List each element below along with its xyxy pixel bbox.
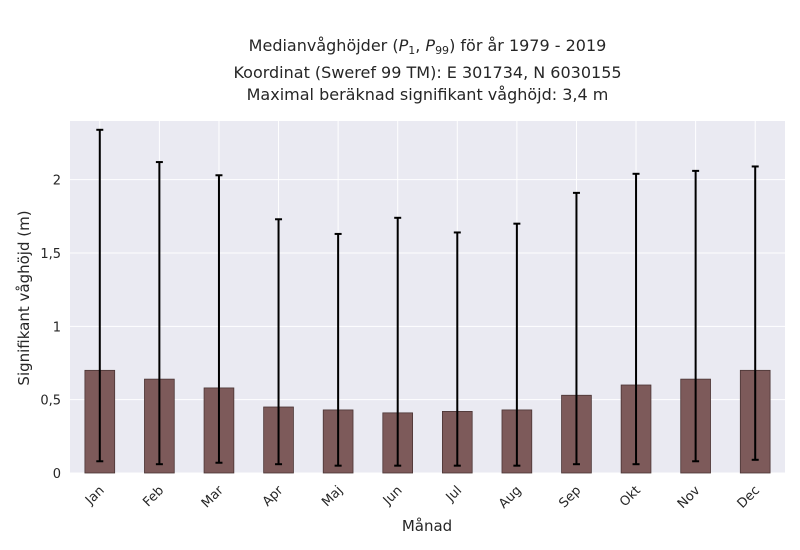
chart-title-line-3: Maximal beräknad signifikant våghöjd: 3,… [246, 85, 609, 104]
y-tick-label: 2 [53, 174, 61, 189]
x-tick-label: Jan [82, 483, 107, 508]
x-tick-label: Mar [199, 483, 227, 511]
plot-area [70, 121, 785, 473]
x-tick-label: Apr [260, 483, 287, 510]
y-tick-label: 1,5 [40, 247, 61, 262]
x-tick-label: Nov [675, 483, 704, 512]
x-tick-label: Sep [556, 483, 584, 511]
chart-title: Medianvåghöjder (P1, P99) för år 1979 - … [0, 35, 800, 106]
x-tick-label: Jun [380, 483, 406, 509]
x-tick-label: Aug [496, 483, 525, 512]
x-axis-label: Månad [402, 517, 452, 535]
x-tick-label: Jul [443, 483, 465, 505]
error-bars [96, 128, 759, 467]
y-axis-ticks: 0 0,5 1 1,5 2 [40, 174, 61, 482]
x-axis-ticks: Jan Feb Mar Apr Maj Jun Jul Aug Sep Okt Nov Dec [82, 483, 763, 512]
y-axis-label: Signifikant våghöjd (m) [15, 210, 33, 385]
chart-title-line-2: Koordinat (Sweref 99 TM): E 301734, N 60… [233, 63, 622, 82]
y-tick-label: 1 [53, 320, 61, 335]
x-tick-label: Dec [735, 483, 763, 511]
y-tick-label: 0,5 [40, 394, 61, 409]
x-tick-label: Feb [140, 483, 167, 510]
chart-title-line-1: Medianvåghöjder (P1, P99) för år 1979 - … [248, 36, 607, 57]
x-tick-label: Okt [617, 483, 644, 510]
y-tick-label: 0 [53, 467, 61, 482]
x-tick-label: Maj [319, 483, 346, 510]
